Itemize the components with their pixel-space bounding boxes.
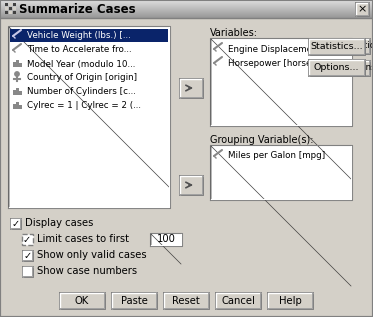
Bar — [8, 26, 170, 208]
Bar — [0, 11, 373, 12]
Text: Show case numbers: Show case numbers — [37, 267, 137, 276]
Bar — [0, 6, 373, 7]
Bar — [9, 11, 12, 14]
Bar — [179, 78, 203, 98]
Bar — [210, 38, 352, 126]
Bar — [267, 292, 313, 309]
Text: 100: 100 — [157, 235, 175, 244]
Bar — [59, 292, 105, 309]
Bar — [111, 292, 157, 309]
Bar — [5, 3, 8, 6]
Bar — [10, 218, 21, 229]
Bar — [19, 91, 22, 95]
Bar — [22, 234, 33, 245]
Bar — [150, 233, 182, 246]
Bar — [16, 88, 19, 95]
Text: Number of Cylinders [c...: Number of Cylinders [c... — [27, 87, 136, 96]
Bar — [22, 250, 33, 261]
Bar — [5, 11, 8, 14]
Bar — [0, 15, 373, 16]
Bar — [13, 62, 16, 67]
Text: Vehicle Weight (lbs.) [...: Vehicle Weight (lbs.) [... — [27, 31, 131, 41]
Text: Options...: Options... — [343, 63, 373, 73]
Bar — [19, 63, 22, 67]
Bar — [0, 7, 373, 8]
Text: ✓: ✓ — [23, 235, 31, 244]
Bar — [11, 219, 20, 228]
Text: Help: Help — [279, 295, 301, 306]
Bar — [355, 2, 369, 16]
Bar — [5, 7, 8, 10]
Bar — [10, 29, 168, 42]
Text: Statistics...: Statistics... — [310, 42, 363, 51]
Bar — [357, 38, 370, 54]
Text: Display cases: Display cases — [25, 218, 93, 229]
Text: Cylrec = 1 | Cylrec = 2 (...: Cylrec = 1 | Cylrec = 2 (... — [27, 101, 141, 111]
Bar — [16, 60, 19, 67]
Text: Grouping Variable(s):: Grouping Variable(s): — [210, 135, 313, 145]
Bar — [0, 8, 373, 9]
Bar — [0, 3, 373, 4]
Bar — [0, 16, 373, 17]
Text: Country of Origin [origin]: Country of Origin [origin] — [27, 74, 137, 82]
Bar — [308, 59, 365, 76]
Bar — [215, 292, 261, 309]
Text: ✓: ✓ — [24, 251, 32, 261]
Bar — [23, 251, 32, 260]
Text: Statistics...: Statistics... — [339, 42, 373, 50]
Bar — [0, 14, 373, 15]
Bar — [0, 12, 373, 13]
Text: Model Year (modulo 10...: Model Year (modulo 10... — [27, 60, 135, 68]
Bar — [0, 17, 373, 18]
Bar — [210, 145, 352, 200]
Bar — [0, 10, 373, 11]
Text: Paste: Paste — [120, 295, 147, 306]
Bar — [9, 7, 12, 10]
Text: Time to Accelerate fro...: Time to Accelerate fro... — [27, 46, 132, 55]
Bar — [13, 11, 16, 14]
Bar — [23, 267, 32, 276]
Text: Engine Displacement (...: Engine Displacement (... — [228, 44, 335, 54]
Text: ✓: ✓ — [12, 219, 20, 229]
Text: Horsepower [horses]: Horsepower [horses] — [228, 59, 320, 68]
Text: Summarize Cases: Summarize Cases — [19, 3, 136, 16]
Bar — [357, 60, 370, 76]
Text: Show only valid cases: Show only valid cases — [37, 250, 147, 261]
Bar — [0, 5, 373, 6]
Bar — [163, 292, 209, 309]
Text: Options...: Options... — [314, 63, 359, 72]
Text: ×: × — [357, 4, 367, 15]
Bar — [22, 266, 33, 277]
Bar — [0, 2, 373, 3]
Bar — [0, 0, 373, 1]
Bar — [16, 102, 19, 109]
Bar — [308, 38, 365, 55]
Bar — [13, 3, 16, 6]
Bar — [13, 90, 16, 95]
Bar — [19, 105, 22, 109]
Text: Cancel: Cancel — [221, 295, 255, 306]
Bar — [0, 9, 373, 10]
Text: Limit cases to first: Limit cases to first — [37, 235, 129, 244]
Bar — [0, 1, 373, 2]
Text: Miles per Galon [mpg]: Miles per Galon [mpg] — [228, 152, 325, 160]
Bar — [13, 104, 16, 109]
Bar — [13, 7, 16, 10]
Text: Variables:: Variables: — [210, 28, 258, 38]
Bar — [179, 175, 203, 195]
Bar — [9, 3, 12, 6]
Text: OK: OK — [75, 295, 89, 306]
Bar — [0, 4, 373, 5]
Bar — [0, 13, 373, 14]
Circle shape — [15, 72, 19, 76]
Text: Reset: Reset — [172, 295, 200, 306]
